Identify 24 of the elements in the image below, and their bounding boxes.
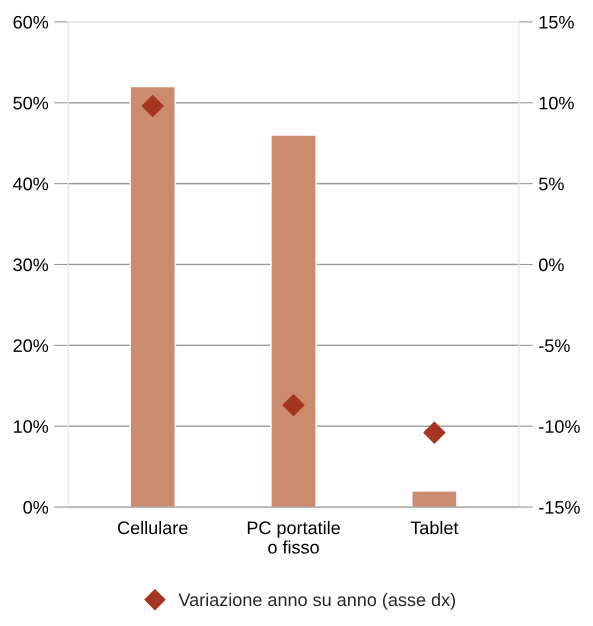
y-tick-label: 20%: [14, 339, 48, 352]
y2-tick-label: -15%: [539, 501, 580, 514]
y-tick-label: 10%: [14, 420, 48, 433]
y2-tick-label: 15%: [540, 16, 574, 29]
y-tick-label: 60%: [14, 16, 48, 29]
bar: [270, 134, 317, 508]
point: [282, 394, 305, 416]
x-tick-label: Tablet: [410, 520, 458, 534]
y2-tick-label: -10%: [539, 420, 580, 433]
bar: [129, 86, 176, 508]
y-tick-label: 40%: [13, 178, 48, 190]
y-tick-label: 30%: [13, 258, 48, 272]
x-tick-label: Cellulare: [118, 520, 188, 534]
bar: [411, 490, 458, 508]
y2-tick-label: 5%: [539, 178, 564, 190]
y2-tick-label: 0%: [539, 258, 564, 272]
y-tick-label: 0%: [23, 500, 48, 514]
point: [142, 95, 164, 117]
y-tick-label: 50%: [13, 96, 48, 110]
point: [423, 422, 446, 444]
legend-label: Variazione anno su anno (asse dx): [178, 592, 456, 610]
y2-tick-label: 10%: [540, 96, 574, 110]
y2-tick-label: -5%: [539, 339, 570, 352]
x-tick-label: PC portatile o fisso: [248, 520, 340, 554]
